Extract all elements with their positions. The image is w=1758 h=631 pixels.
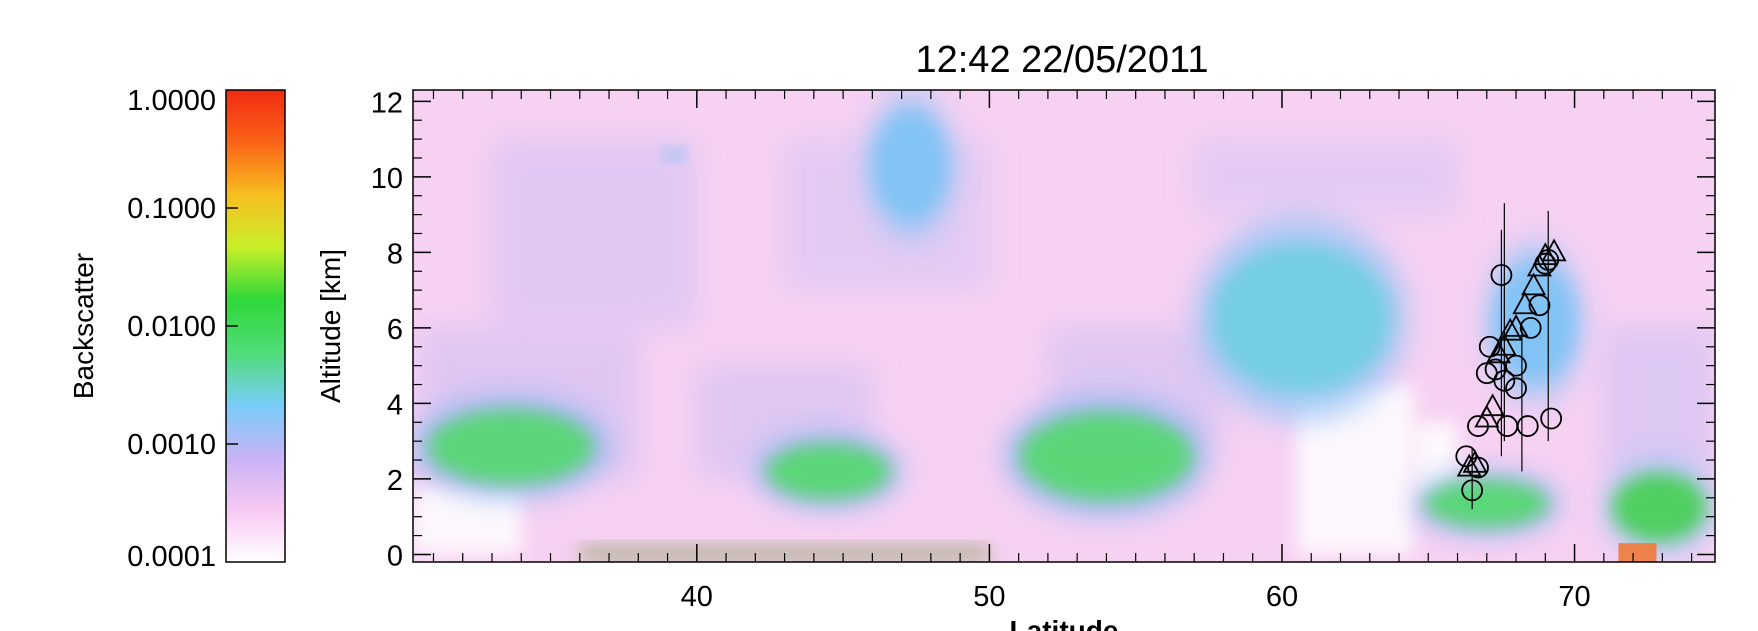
high-backscatter-patch [1618,543,1657,562]
triangle-marker [1497,317,1523,341]
y-tick-label: 6 [387,314,403,346]
cloud-region [1425,480,1549,527]
triangle-marker [1526,253,1552,277]
triangle-marker [1462,449,1488,473]
circle-marker [1516,415,1539,437]
colorbar-tick-label: 0.0001 [127,541,216,573]
cloud-region [1211,243,1391,394]
y-tick-label: 0 [387,540,403,572]
triangle-marker [1456,453,1482,477]
circle-marker [1519,316,1542,339]
circle-marker [1493,369,1516,392]
y-axis-label: Altitude [km] [315,249,346,403]
triangle-marker [1480,393,1506,417]
x-tick-label: 50 [973,581,1005,613]
cloud-region [1612,473,1707,542]
circle-marker [1461,479,1484,502]
x-tick-label: 70 [1558,581,1590,613]
circle-marker [1484,358,1507,381]
cloud-region [767,444,890,499]
triangle-marker [1474,404,1500,428]
triangle-marker [1541,238,1567,262]
clear-region [413,486,522,555]
cloud-region [1020,412,1193,500]
x-tick-label: 60 [1266,581,1298,613]
cloud-region [873,111,948,220]
haze-region [1194,139,1458,215]
haze-region [1603,327,1715,479]
haze-region [491,139,697,328]
colorbar: 1.0000 0.1000 0.0100 0.0010 0.0001 Backscatt… [68,85,286,573]
x-axis-label: Latitude [1010,615,1119,631]
triangle-marker [1512,291,1538,315]
colorbar-tick-label: 0.0010 [127,429,216,461]
y-tick-label: 10 [371,163,403,195]
y-tick-label: 2 [387,465,403,497]
chart-title: 12:42 22/05/2011 [915,39,1208,81]
circle-marker [1540,407,1563,430]
x-tick-label: 40 [681,581,713,613]
colorbar-tick-label: 1.0000 [127,85,216,117]
colorbar-tick-label: 0.0100 [127,311,216,343]
cloud-region [428,410,594,484]
cloud-region [666,148,684,160]
triangle-marker [1491,332,1517,356]
colorbar-label: Backscatter [68,253,99,399]
colorbar-tick-label: 0.1000 [127,193,216,225]
triangle-marker [1521,272,1547,296]
triangle-marker [1532,242,1558,266]
plot-area: 0 2 4 6 8 10 12 40 50 60 70 [371,87,1716,613]
circle-marker [1505,377,1527,400]
cloud-region [1494,263,1576,381]
plot-frame [412,89,1716,563]
y-tick-label: 4 [387,389,403,421]
triangle-marker [1503,314,1529,337]
circle-marker [1490,264,1513,286]
y-tick-label: 12 [371,87,403,119]
y-tick-label: 8 [387,238,403,270]
triangle-marker [1485,340,1512,364]
